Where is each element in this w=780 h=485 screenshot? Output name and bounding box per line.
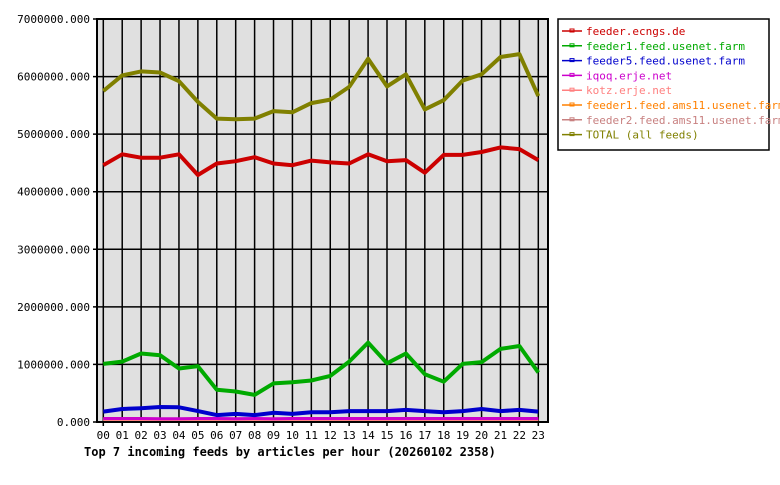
legend-label: feeder.ecngs.de bbox=[586, 25, 685, 38]
chart-title: Top 7 incoming feeds by articles per hou… bbox=[84, 445, 496, 459]
y-tick-label: 1000000.000 bbox=[17, 358, 90, 371]
x-tick-label: 21 bbox=[494, 429, 507, 442]
x-tick-label: 03 bbox=[153, 429, 166, 442]
x-tick-label: 00 bbox=[97, 429, 110, 442]
x-tick-label: 14 bbox=[361, 429, 375, 442]
legend-label: TOTAL (all feeds) bbox=[586, 129, 699, 142]
y-tick-label: 4000000.000 bbox=[17, 186, 90, 199]
legend-item: feeder1.feed.usenet.farm bbox=[562, 40, 745, 53]
legend-item: feeder1.feed.ams11.usenet.farm bbox=[562, 99, 780, 112]
x-tick-label: 07 bbox=[229, 429, 242, 442]
legend-label: iqoq.erje.net bbox=[586, 69, 672, 82]
y-tick-label: 3000000.000 bbox=[17, 243, 90, 256]
y-tick-label: 5000000.000 bbox=[17, 128, 90, 141]
x-tick-label: 19 bbox=[456, 429, 469, 442]
legend: feeder.ecngs.de feeder1.feed.usenet.farm f… bbox=[558, 19, 780, 150]
y-tick-label: 2000000.000 bbox=[17, 301, 90, 314]
x-tick-label: 11 bbox=[305, 429, 318, 442]
x-tick-label: 08 bbox=[248, 429, 261, 442]
legend-label: feeder2.feed.ams11.usenet.farm bbox=[586, 114, 780, 127]
y-axis: 0.000 1000000.000 2000000.000 3000000.000 40… bbox=[17, 13, 90, 429]
x-tick-label: 18 bbox=[437, 429, 450, 442]
legend-item: feeder2.feed.ams11.usenet.farm bbox=[562, 114, 780, 127]
x-tick-label: 20 bbox=[475, 429, 488, 442]
legend-label: kotz.erje.net bbox=[586, 84, 672, 97]
y-tick-label: 7000000.000 bbox=[17, 13, 90, 26]
x-tick-label: 05 bbox=[191, 429, 204, 442]
x-tick-label: 23 bbox=[532, 429, 545, 442]
x-tick-label: 12 bbox=[324, 429, 337, 442]
x-tick-label: 01 bbox=[116, 429, 129, 442]
x-tick-label: 10 bbox=[286, 429, 299, 442]
x-tick-label: 02 bbox=[135, 429, 148, 442]
y-tick-label: 6000000.000 bbox=[17, 71, 90, 84]
x-tick-label: 16 bbox=[399, 429, 412, 442]
x-tick-label: 13 bbox=[343, 429, 356, 442]
legend-label: feeder1.feed.usenet.farm bbox=[586, 40, 745, 53]
x-tick-label: 22 bbox=[513, 429, 526, 442]
x-tick-label: 17 bbox=[418, 429, 431, 442]
legend-label: feeder1.feed.ams11.usenet.farm bbox=[586, 99, 780, 112]
x-tick-label: 06 bbox=[210, 429, 223, 442]
x-tick-label: 09 bbox=[267, 429, 280, 442]
x-tick-label: 15 bbox=[380, 429, 393, 442]
legend-label: feeder5.feed.usenet.farm bbox=[586, 55, 745, 68]
y-tick-label: 0.000 bbox=[57, 416, 90, 429]
x-tick-label: 04 bbox=[172, 429, 186, 442]
x-axis: 00 01 02 03 04 05 06 07 08 09 10 11 12 13 14 15 16 17 18 19… bbox=[97, 429, 545, 442]
legend-item: feeder5.feed.usenet.farm bbox=[562, 55, 745, 68]
